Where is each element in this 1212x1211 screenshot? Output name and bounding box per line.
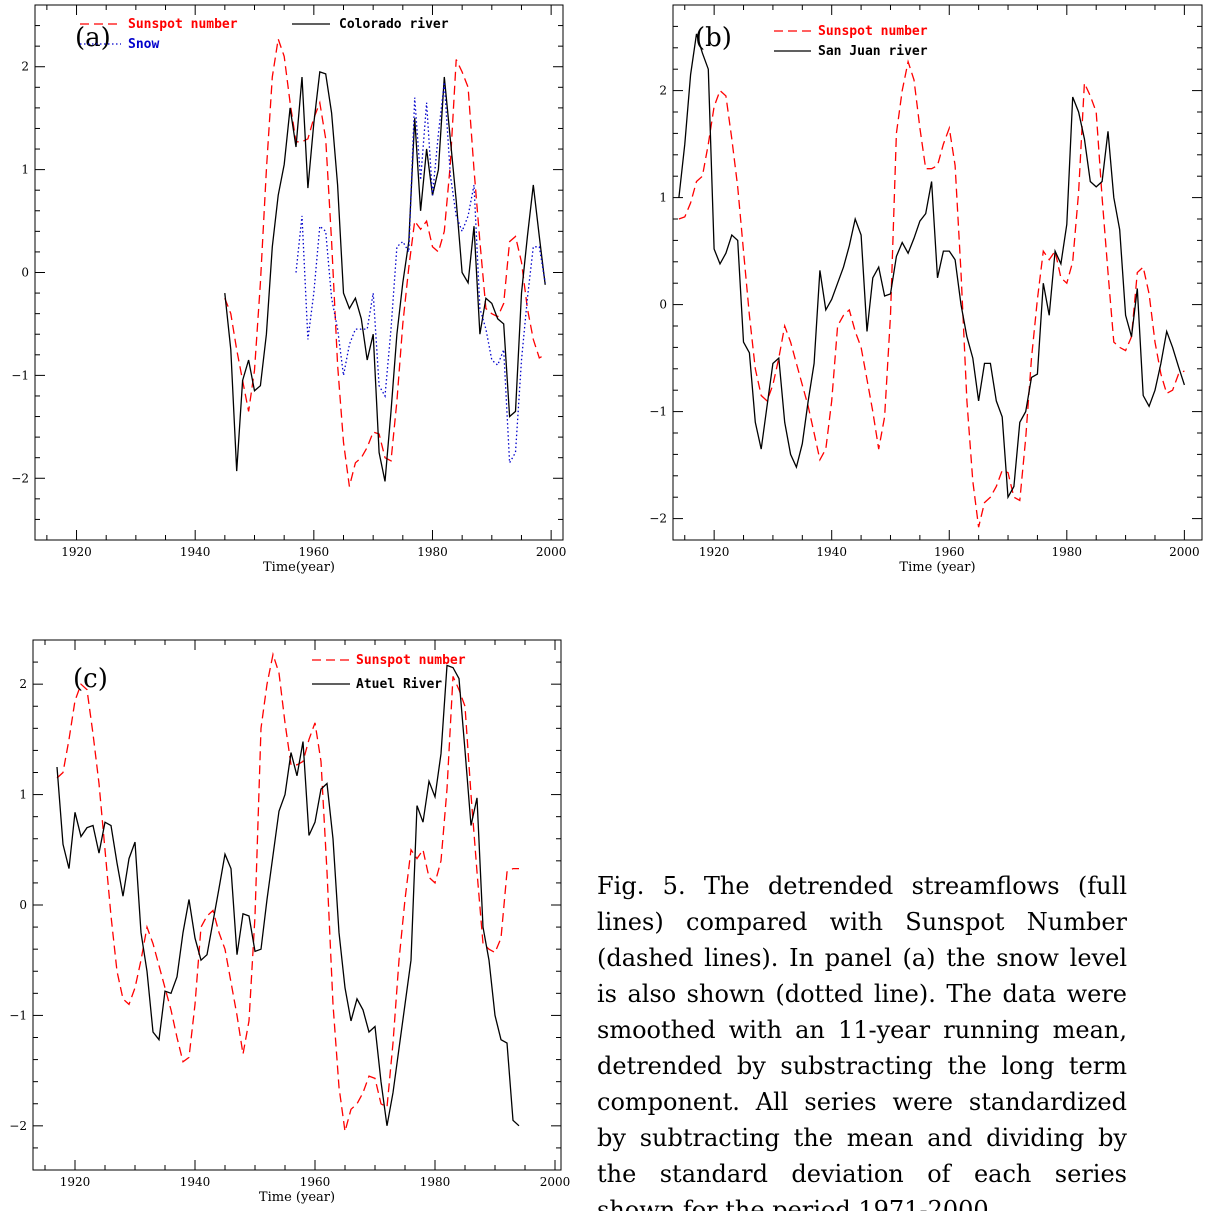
x-axis-title: Time (year) — [259, 1190, 335, 1205]
y-tick-label: −1 — [11, 368, 29, 382]
y-tick-label: 1 — [19, 788, 27, 802]
x-tick-label: 1980 — [417, 545, 448, 559]
legend-label: Sunspot number — [818, 24, 928, 39]
y-tick-label: −2 — [649, 512, 667, 526]
y-tick-label: 0 — [659, 298, 667, 312]
plot-frame — [672, 4, 1203, 541]
legend-label: Atuel River — [356, 677, 442, 692]
y-tick-label: −2 — [9, 1119, 27, 1133]
x-tick-label: 1980 — [1052, 545, 1083, 559]
plot-frame — [34, 4, 564, 541]
legend-label: Sunspot number — [356, 653, 466, 668]
chart-panel-c: 1920 1940 1960 1980 2000 −2 −1 0 1 2 Time (year) (c… — [9, 639, 571, 1205]
y-tick-label: −1 — [649, 405, 667, 419]
series-line-sunspot-number — [224, 38, 546, 487]
chart-panel-a: 1920 1940 1960 1980 2000 −2 −1 0 1 2 Time(year) (a)… — [11, 4, 567, 575]
y-tick-label: 2 — [21, 60, 29, 74]
y-tick-label: −1 — [9, 1008, 27, 1022]
x-tick-label: 1920 — [699, 545, 730, 559]
y-tick-label: −2 — [11, 471, 29, 485]
x-tick-label: 1940 — [816, 545, 847, 559]
legend-label: San Juan river — [818, 44, 928, 59]
y-tick-label: 0 — [19, 898, 27, 912]
series-line-colorado-river — [224, 71, 546, 482]
series-line-snow — [295, 82, 546, 466]
x-tick-label: 2000 — [1169, 545, 1200, 559]
x-tick-label: 1940 — [180, 1175, 211, 1189]
x-tick-label: 1960 — [300, 1175, 331, 1189]
series-line-sunspot-number — [56, 651, 519, 1132]
x-tick-label: 2000 — [536, 545, 567, 559]
x-axis-title: Time(year) — [263, 560, 335, 575]
panel-label: (b) — [695, 23, 732, 53]
x-tick-label: 1920 — [60, 1175, 91, 1189]
y-tick-label: 2 — [19, 677, 27, 691]
x-axis-title: Time (year) — [899, 560, 975, 575]
x-tick-label: 1960 — [299, 545, 330, 559]
legend-label: Colorado river — [339, 17, 449, 32]
legend-label: Snow — [128, 37, 159, 52]
x-tick-label: 2000 — [540, 1175, 571, 1189]
legend-label: Sunspot number — [128, 17, 238, 32]
x-tick-label: 1960 — [934, 545, 965, 559]
x-tick-label: 1940 — [180, 545, 211, 559]
y-tick-label: 2 — [659, 84, 667, 98]
y-tick-label: 0 — [21, 266, 29, 280]
x-tick-label: 1980 — [420, 1175, 451, 1189]
y-tick-label: 1 — [21, 163, 29, 177]
series-line-san-juan-river — [678, 33, 1186, 500]
y-tick-label: 1 — [659, 191, 667, 205]
panel-label: (a) — [75, 23, 111, 53]
panel-label: (c) — [73, 664, 108, 694]
series-line-atuel-river — [56, 664, 520, 1127]
x-tick-label: 1920 — [61, 545, 92, 559]
series-line-sunspot-number — [678, 59, 1185, 528]
chart-panel-b: 1920 1940 1960 1980 2000 −2 −1 0 1 2 Time (year) (b… — [649, 4, 1203, 575]
figure-caption: Fig. 5. The detrended streamflows (full … — [597, 872, 1127, 1211]
